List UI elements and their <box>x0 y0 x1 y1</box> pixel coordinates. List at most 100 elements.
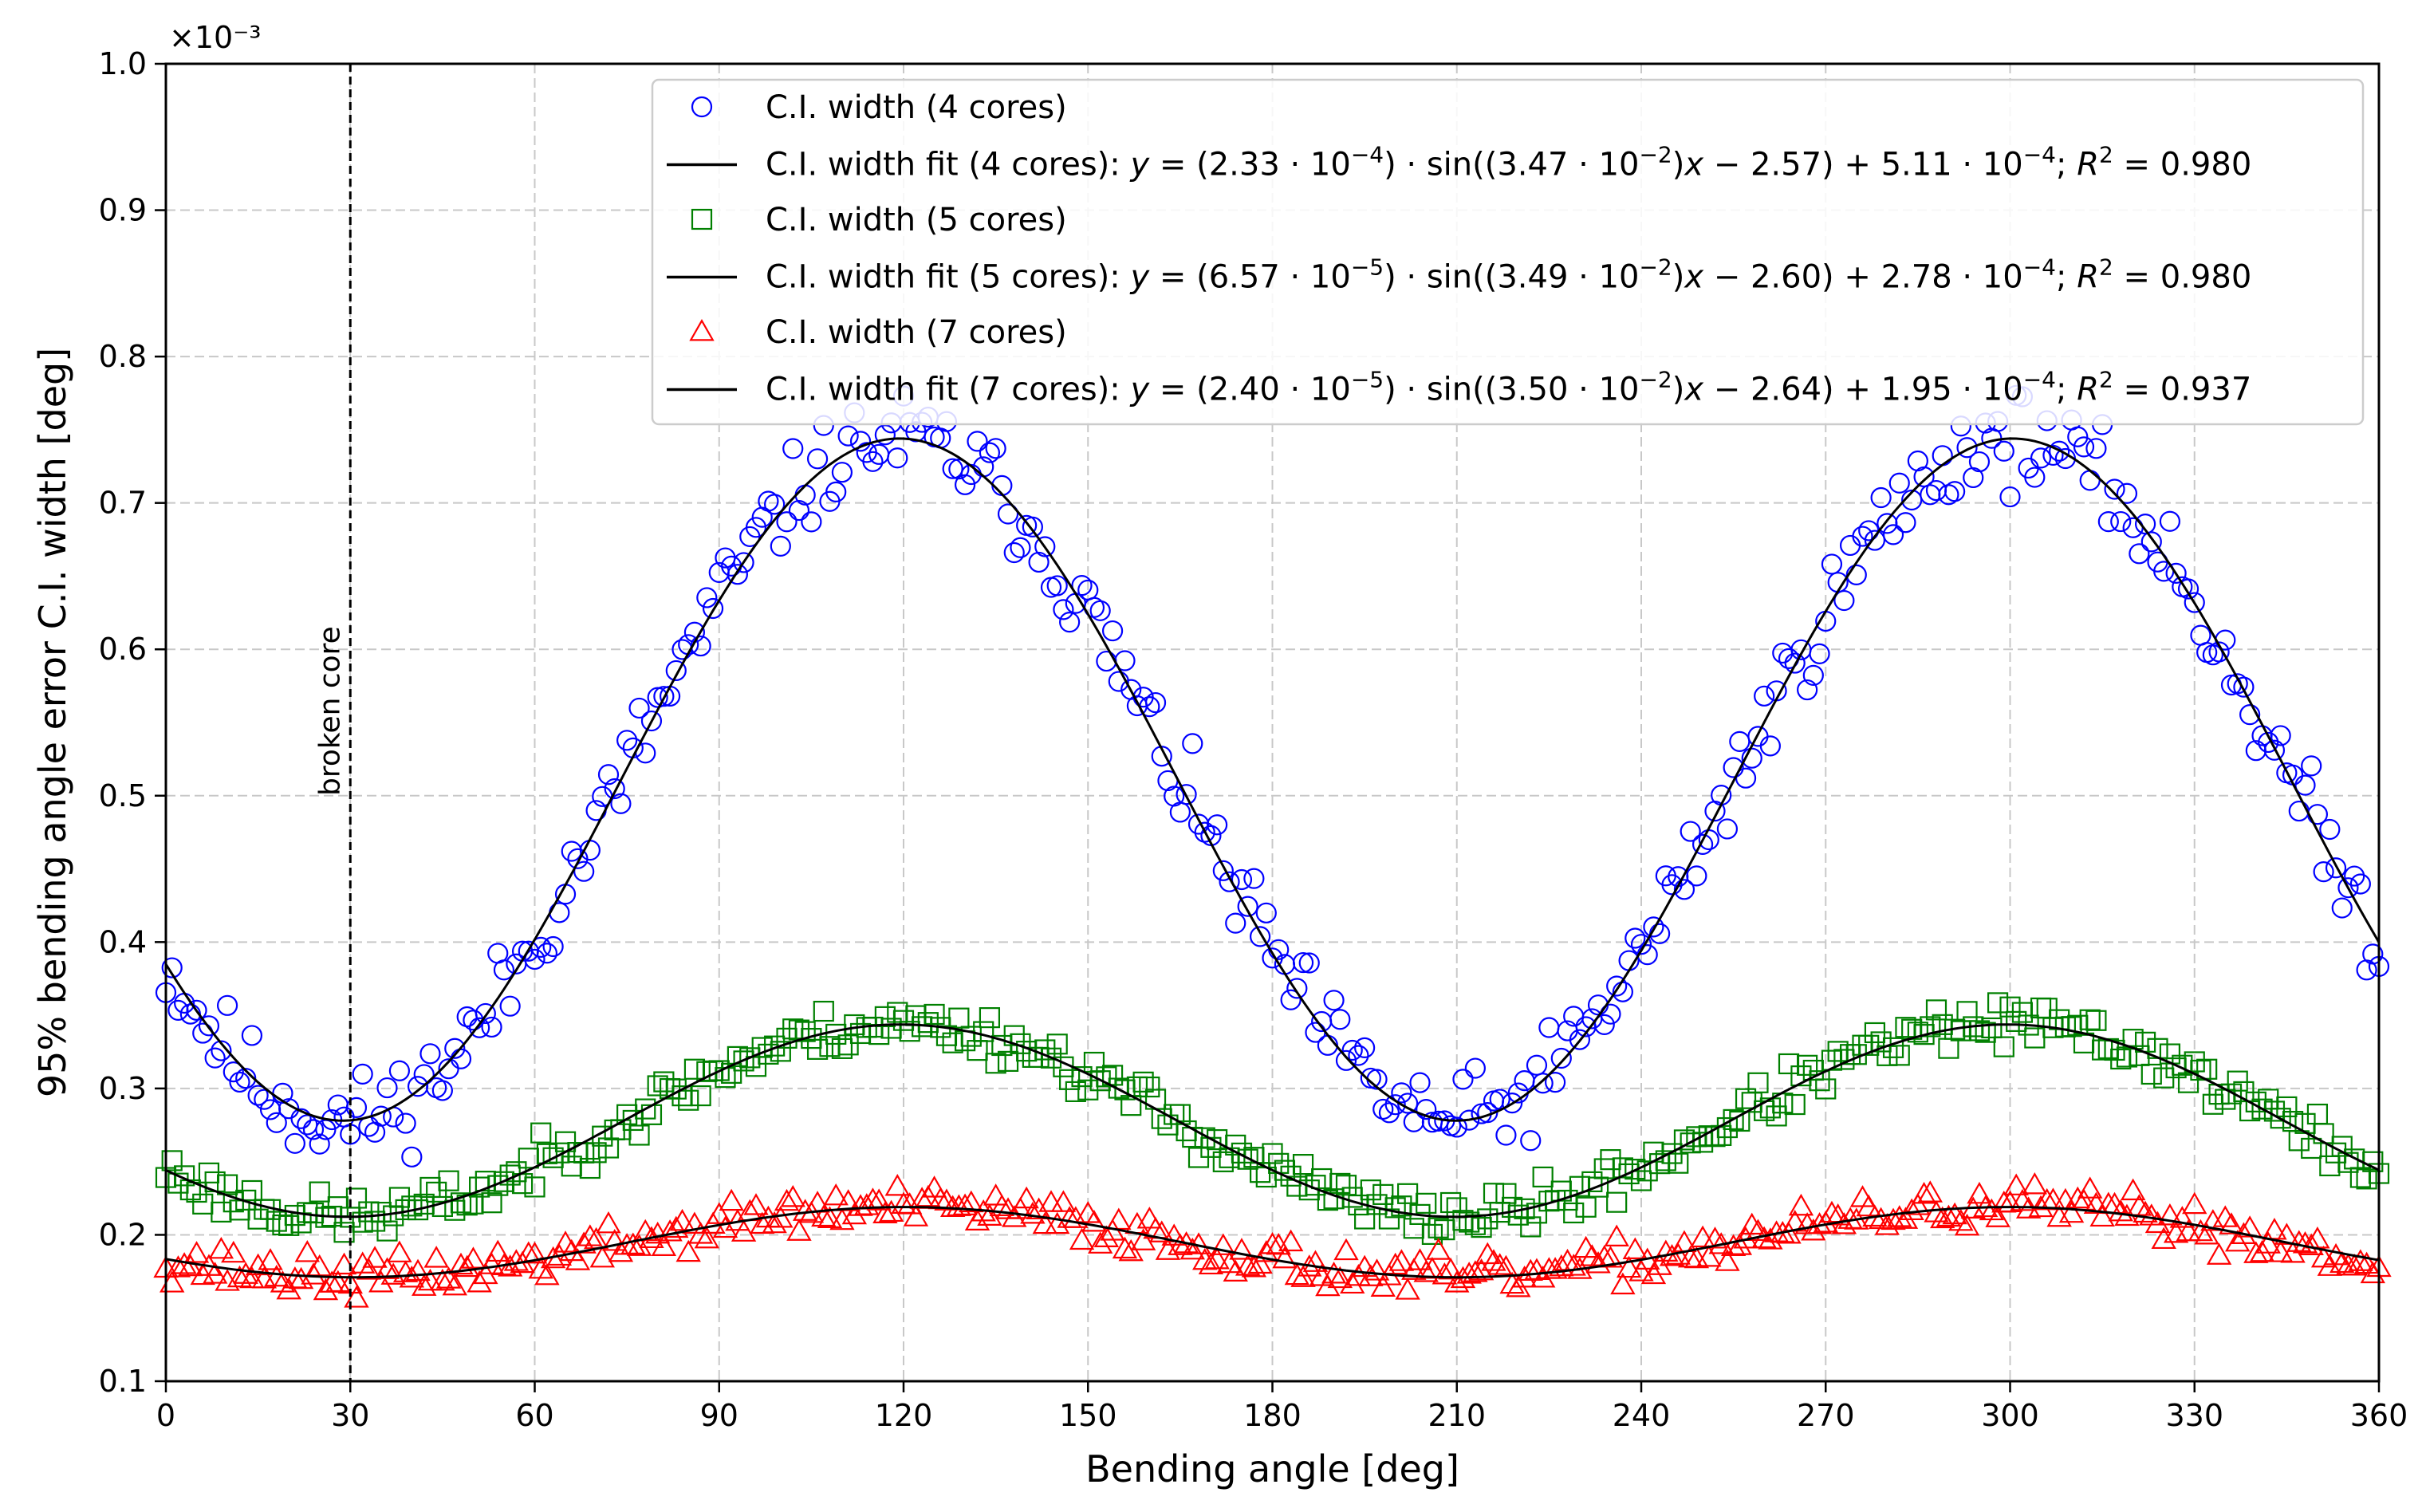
data-point <box>1702 1227 1728 1249</box>
data-point <box>307 1254 333 1277</box>
data-point <box>1007 1196 1034 1219</box>
data-point <box>985 438 1006 459</box>
data-point <box>917 1012 939 1034</box>
data-point <box>423 1246 449 1268</box>
legend-fit-part: −2 <box>1639 366 1672 392</box>
data-point <box>1581 1171 1603 1192</box>
data-point <box>1231 868 1253 891</box>
legend-fit-part: x <box>1683 372 1703 408</box>
legend-fit-part: − 2.57) + 5.11 · 10 <box>1703 147 2023 183</box>
data-point <box>604 778 625 800</box>
data-point <box>983 1183 1009 1206</box>
data-point <box>1280 989 1302 1010</box>
data-point <box>1463 1260 1488 1282</box>
data-point <box>1819 1200 1845 1223</box>
data-point <box>1407 1248 1433 1270</box>
data-point <box>2239 704 2261 726</box>
data-point <box>719 1188 744 1211</box>
data-point <box>801 511 822 533</box>
data-point <box>2176 1219 2201 1242</box>
legend-fit-part: ; <box>2056 259 2077 296</box>
data-point <box>1727 1233 1753 1255</box>
x-tick-label: 90 <box>700 1398 738 1433</box>
data-point <box>1905 1193 1931 1215</box>
data-point <box>792 1199 818 1221</box>
data-point <box>707 1202 732 1224</box>
data-point <box>608 1239 634 1262</box>
data-point <box>1788 1193 1814 1216</box>
data-point <box>1428 1217 1449 1238</box>
data-point <box>399 1266 425 1288</box>
data-point <box>444 1038 466 1059</box>
data-point <box>284 1132 305 1154</box>
data-point <box>469 1017 490 1038</box>
data-point <box>1696 1244 1722 1267</box>
data-point <box>774 1188 800 1211</box>
data-point <box>2182 1191 2207 1215</box>
data-point <box>762 1211 787 1234</box>
data-point <box>1936 1204 1962 1227</box>
data-point <box>1348 1045 1369 1066</box>
legend-fit-part: = (2.40 · 10 <box>1149 372 1351 408</box>
legend-fit-part: − 2.64) + 1.95 · 10 <box>1703 372 2023 408</box>
legend-fit-part: ) · sin((3.50 · 10 <box>1384 372 1639 408</box>
data-point <box>1144 691 1167 714</box>
data-point <box>2177 578 2199 600</box>
data-point <box>522 1241 548 1264</box>
data-point <box>1895 512 1916 534</box>
data-point <box>401 1195 423 1217</box>
data-point <box>1766 1105 1787 1127</box>
data-point <box>1809 1070 1830 1092</box>
data-point <box>534 1262 560 1286</box>
data-point <box>1882 524 1904 545</box>
data-point <box>1372 1183 1394 1205</box>
data-point <box>1499 1271 1525 1294</box>
data-point <box>229 1071 250 1093</box>
data-point <box>1625 1159 1646 1180</box>
data-point <box>1495 1124 1517 1146</box>
data-point <box>2165 562 2187 584</box>
data-point <box>2270 1108 2291 1129</box>
data-point <box>1489 1089 1510 1110</box>
data-point <box>1255 902 1277 923</box>
data-point <box>2190 1059 2211 1081</box>
data-point <box>412 1274 437 1296</box>
data-point <box>1421 1223 1443 1246</box>
data-point <box>1292 1154 1314 1175</box>
data-point <box>478 1252 505 1274</box>
data-point <box>1395 1278 1420 1300</box>
data-point <box>309 1181 330 1203</box>
data-point <box>733 552 754 573</box>
data-point <box>1954 1213 1980 1236</box>
data-point <box>1249 926 1271 947</box>
x-tick-label: 150 <box>1059 1398 1117 1433</box>
data-point <box>1317 1190 1338 1211</box>
data-point <box>1747 1072 1769 1093</box>
data-point <box>1691 833 1714 855</box>
data-point <box>665 1078 687 1100</box>
data-point <box>374 1257 400 1279</box>
data-point <box>1870 1031 1892 1053</box>
data-point <box>290 1108 312 1129</box>
data-point <box>806 448 829 470</box>
data-point <box>2267 1240 2294 1262</box>
legend-fit-part: −4 <box>2023 141 2056 167</box>
data-point <box>1511 1266 1538 1288</box>
data-point <box>294 1240 320 1262</box>
data-point <box>1241 1255 1267 1278</box>
data-point <box>585 1142 607 1164</box>
data-point <box>2085 1010 2107 1031</box>
data-point <box>226 1265 253 1288</box>
data-point <box>924 1003 945 1026</box>
data-point <box>2292 1230 2318 1254</box>
data-point <box>764 494 786 515</box>
data-point <box>1302 1250 1329 1272</box>
data-point <box>577 1224 603 1246</box>
data-point <box>1495 1183 1517 1204</box>
data-point <box>204 1047 226 1069</box>
data-point <box>1968 1020 1991 1041</box>
data-point <box>897 1192 923 1215</box>
data-point <box>825 481 847 503</box>
data-point <box>2270 725 2291 746</box>
x-tick-label: 360 <box>2350 1398 2408 1433</box>
